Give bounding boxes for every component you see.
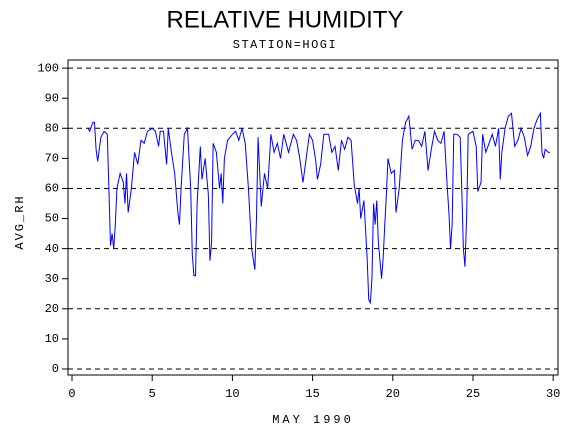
chart-subtitle: STATION=HOGI bbox=[233, 38, 337, 52]
y-axis-label: AVG_RH bbox=[13, 194, 27, 249]
x-tick-label: 20 bbox=[386, 387, 400, 401]
x-tick-label: 15 bbox=[305, 387, 319, 401]
y-tick-label: 50 bbox=[45, 212, 59, 226]
chart-title: RELATIVE HUMIDITY bbox=[167, 6, 404, 33]
y-tick-label: 20 bbox=[45, 302, 59, 316]
x-tick-label: 30 bbox=[546, 387, 560, 401]
x-tick-label: 0 bbox=[68, 387, 75, 401]
x-tick-label: 5 bbox=[149, 387, 156, 401]
y-tick-label: 80 bbox=[45, 121, 59, 135]
y-tick-label: 0 bbox=[52, 362, 59, 376]
x-tick-label: 25 bbox=[466, 387, 480, 401]
y-tick-label: 100 bbox=[37, 61, 59, 75]
y-tick-label: 60 bbox=[45, 182, 59, 196]
y-tick-label: 90 bbox=[45, 91, 59, 105]
x-tick-label: 10 bbox=[225, 387, 239, 401]
y-tick-label: 30 bbox=[45, 272, 59, 286]
y-tick-label: 40 bbox=[45, 242, 59, 256]
y-tick-label: 70 bbox=[45, 152, 59, 166]
y-tick-label: 10 bbox=[45, 332, 59, 346]
x-axis-label: MAY 1990 bbox=[272, 413, 354, 427]
data-line bbox=[87, 111, 550, 305]
